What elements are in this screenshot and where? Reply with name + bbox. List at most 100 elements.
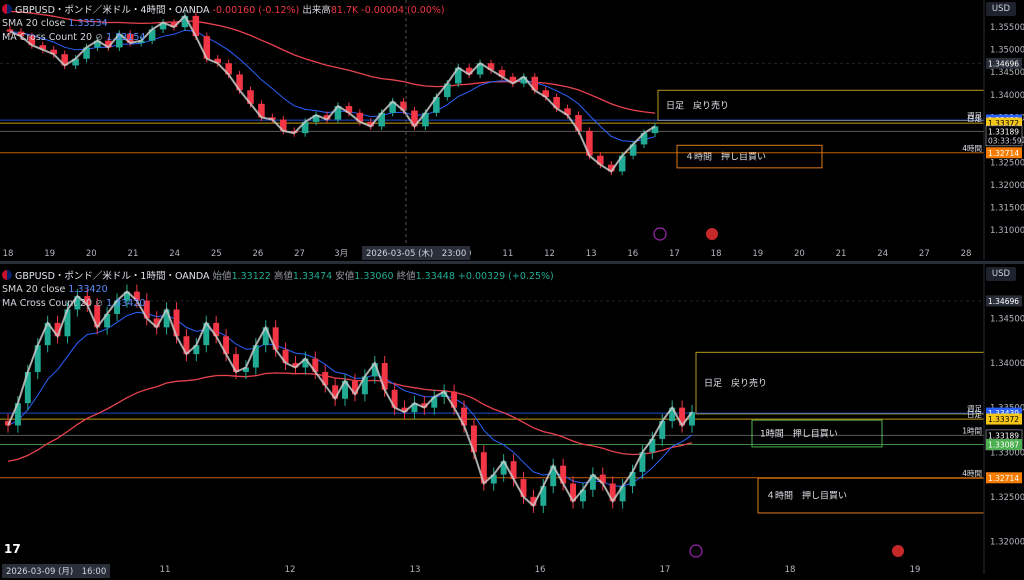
candle-body	[540, 486, 547, 506]
crosshair-date-tag: 2026-03-09 (月) 16:00	[2, 564, 111, 578]
gbp-flag-icon	[2, 270, 12, 280]
candle-body	[531, 76, 539, 91]
candle-body	[609, 483, 616, 502]
chart-4h-canvas[interactable]: 1.355001.350001.345001.340001.335001.330…	[0, 0, 1024, 262]
x-tick-label: 13	[410, 565, 421, 575]
candle-body	[490, 474, 497, 484]
candle-body	[17, 31, 25, 37]
candle-body	[39, 45, 47, 50]
price-line-label: 1時間	[962, 426, 982, 435]
tradingview-logo[interactable]: 17	[4, 542, 21, 556]
candle-body	[170, 22, 178, 28]
candle-body	[214, 58, 221, 64]
candle-body	[618, 155, 626, 172]
long-ma-line	[7, 372, 693, 462]
candle-body	[123, 291, 130, 301]
candle-body	[550, 465, 557, 487]
sma-legend-4h[interactable]: SMA 20 close 1.33534	[2, 18, 108, 29]
x-tick-label: 12	[544, 249, 555, 259]
x-tick-label: 18	[711, 249, 722, 259]
candle-body	[367, 121, 375, 127]
candle-body	[28, 36, 36, 46]
candle-body	[84, 296, 91, 306]
candle-body	[361, 376, 368, 395]
sma-legend-1h[interactable]: SMA 20 close 1.33420	[2, 284, 108, 295]
chart-1h-canvas[interactable]: 1.345001.340001.335001.330001.325001.320…	[0, 264, 1024, 580]
price-tag-text: 1.33087	[988, 441, 1019, 450]
candle-body	[470, 425, 477, 453]
candle-body	[597, 155, 604, 165]
chart-pane-1h[interactable]: 1.345001.340001.335001.330001.325001.320…	[0, 264, 1024, 580]
x-tick-label: 20	[86, 249, 97, 259]
candle-body	[153, 318, 160, 328]
close-label: 終値	[396, 271, 416, 282]
candle-body	[301, 121, 309, 134]
candle-body	[530, 496, 537, 506]
candle-body	[454, 67, 462, 84]
candle-body	[34, 345, 41, 372]
volume-label: 出来高	[302, 5, 331, 16]
candle-body	[476, 63, 484, 75]
candle-body	[14, 403, 21, 426]
price-tag-text: 1.34696	[988, 297, 1019, 306]
hide-icon[interactable]: ⊘	[95, 298, 104, 309]
y-tick-label: 1.34000	[990, 91, 1024, 101]
candle-body	[640, 133, 648, 145]
currency-selector[interactable]: USD	[986, 267, 1016, 281]
price-line-label: 4時間	[962, 144, 982, 153]
price-tag-text: 1.32714	[988, 474, 1019, 483]
zone-label: ４時間 押し目買い	[766, 490, 847, 502]
candle-body	[542, 90, 549, 98]
price-tag	[986, 472, 1022, 484]
y-tick-label: 1.34500	[990, 68, 1024, 78]
candle-body	[252, 345, 259, 368]
chart-1h-header: GBPUSD・ポンド／米ドル・1時間・OANDA 始値1.33122 高値1.3…	[2, 268, 554, 282]
candle-body	[411, 403, 418, 413]
candle-body	[689, 412, 695, 426]
candle-body	[312, 358, 319, 372]
candle-body	[560, 465, 567, 484]
candle-body	[480, 452, 487, 484]
candle-body	[193, 345, 200, 355]
candle-body	[570, 483, 577, 502]
candle-body	[356, 112, 364, 122]
candle-body	[74, 296, 81, 310]
candle-body	[223, 336, 230, 355]
zone-box	[751, 419, 883, 448]
x-tick-label: 3月	[334, 249, 348, 259]
candle-body	[24, 371, 31, 404]
price-tag	[986, 413, 1022, 425]
y-tick-label: 1.31000	[990, 226, 1024, 236]
candle-body	[651, 126, 659, 134]
pane-divider[interactable]	[0, 261, 1024, 264]
candle-body	[203, 36, 211, 59]
chart-1h-symbol[interactable]: GBPUSD・ポンド／米ドル・1時間・OANDA	[15, 271, 210, 282]
macross-legend-1h[interactable]: MA Cross Count 20 ⊘ 1.33420	[2, 298, 145, 309]
macross-legend-4h[interactable]: MA Cross Count 20 ⊘ 1.33154	[2, 32, 145, 43]
price-tag	[986, 57, 1022, 69]
price-line-label: 4時間	[962, 469, 982, 478]
chart-4h-symbol[interactable]: GBPUSD・ポンド／米ドル・4時間・OANDA	[15, 5, 210, 16]
x-tick-label: 25	[211, 249, 222, 259]
currency-selector[interactable]: USD	[986, 2, 1016, 16]
crosshair-date-tag: 2026-03-05 (木) 23:00	[362, 246, 471, 260]
candle-body	[629, 471, 636, 487]
price-tag-sub: 03:33:59	[988, 136, 1022, 145]
macross-value: 1.33420	[106, 298, 146, 309]
chart-pane-4h[interactable]: 1.355001.350001.345001.340001.335001.330…	[0, 0, 1024, 262]
candle-body	[322, 371, 329, 386]
price-tag-text: 1.33372	[988, 415, 1019, 424]
x-tick-label: 27	[919, 249, 930, 259]
x-tick-label: 21	[128, 249, 139, 259]
sma-line	[7, 311, 693, 487]
open-value: 1.33122	[231, 271, 271, 282]
chart-4h-change: -0.00160 (-0.12%)	[212, 5, 300, 16]
price-line-label: 週足	[967, 111, 982, 120]
price-tag	[986, 407, 1022, 419]
zone-label: 1時間 押し目買い	[760, 428, 838, 440]
candle-body	[203, 322, 210, 346]
hide-icon[interactable]: ⊘	[95, 32, 104, 43]
price-tag-text: 1.33189	[988, 431, 1019, 440]
candle-body	[50, 49, 58, 55]
price-tag	[986, 439, 1022, 451]
